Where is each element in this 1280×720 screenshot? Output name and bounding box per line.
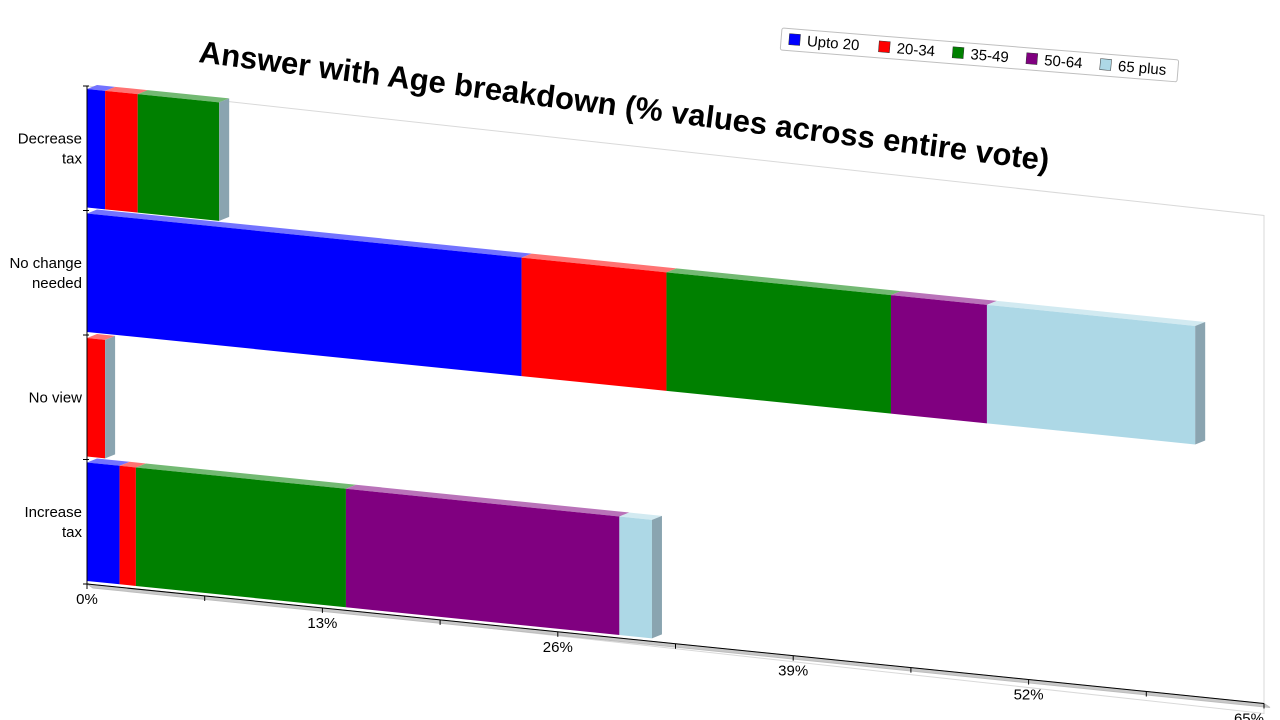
legend-label: 20-34: [896, 40, 936, 60]
legend-swatch: [878, 40, 891, 53]
bar-segment: [135, 467, 346, 608]
bar-segment: [87, 462, 120, 585]
bar-segment-top: [986, 300, 1206, 326]
legend-label: Upto 20: [806, 33, 860, 54]
bar-segment: [890, 295, 987, 424]
bar-segment-top: [137, 90, 230, 103]
bar-segment-top: [87, 334, 116, 340]
legend-swatch: [1099, 58, 1112, 71]
bar-segment-top: [87, 85, 116, 91]
bar-group: [87, 85, 1206, 639]
bar-segment-top: [345, 484, 630, 517]
legend-label: 65 plus: [1117, 58, 1167, 79]
bar-segment: [119, 465, 136, 586]
legend-label: 35-49: [970, 46, 1010, 66]
x-tick-label: 13%: [307, 615, 337, 632]
chart-floor: [86, 583, 1271, 708]
legend: Upto 20 20-34 35-49 50-64 65 plus: [779, 27, 1180, 83]
legend-box: Upto 20 20-34 35-49 50-64 65 plus: [779, 27, 1180, 83]
bar-segment: [87, 213, 522, 377]
floor-slab: [86, 583, 1271, 708]
x-tick-label: 0%: [76, 591, 98, 608]
bar-segment: [87, 338, 106, 459]
bar-segment-top: [521, 253, 677, 273]
x-tick-label: 65%: [1234, 710, 1264, 720]
x-tick-label: 39%: [778, 663, 808, 680]
bar-segment-top: [135, 463, 356, 489]
category-axis: Decrease tax No change needed No view Increas…: [9, 85, 89, 585]
category-label: Decrease tax: [18, 130, 83, 167]
bar-end-face: [219, 98, 230, 221]
bar-segment: [986, 304, 1196, 445]
bar-segment: [105, 90, 138, 213]
bar-segment: [137, 94, 220, 221]
category-label: No change needed: [9, 255, 82, 292]
bar-segment-top: [105, 86, 148, 95]
bar-segment-top: [619, 512, 662, 520]
bar-segment-top: [119, 461, 146, 468]
category-label: No view: [29, 389, 83, 406]
legend-swatch: [951, 46, 965, 59]
bar-segment: [345, 488, 620, 636]
legend-swatch: [788, 33, 801, 46]
bar-segment: [87, 89, 106, 210]
bar-end-face: [105, 335, 116, 459]
x-tick-label: 26%: [543, 639, 573, 656]
bar-segment-top: [666, 268, 901, 296]
category-label: Increase tax: [24, 504, 82, 541]
bar-segment-top: [890, 291, 997, 305]
bar-segment: [666, 272, 891, 414]
x-axis: 0% 13% 26% 39% 52% 65%: [76, 583, 1265, 720]
bar-end-face: [651, 515, 662, 639]
bar-segment: [619, 516, 652, 639]
bar-segment-top: [87, 458, 130, 466]
legend-label: 50-64: [1044, 52, 1084, 72]
bar-end-face: [1195, 321, 1206, 445]
x-tick-label: 52%: [1014, 687, 1044, 704]
bar-segment-top: [87, 209, 532, 258]
bar-segment: [521, 257, 667, 391]
legend-swatch: [1025, 52, 1039, 65]
